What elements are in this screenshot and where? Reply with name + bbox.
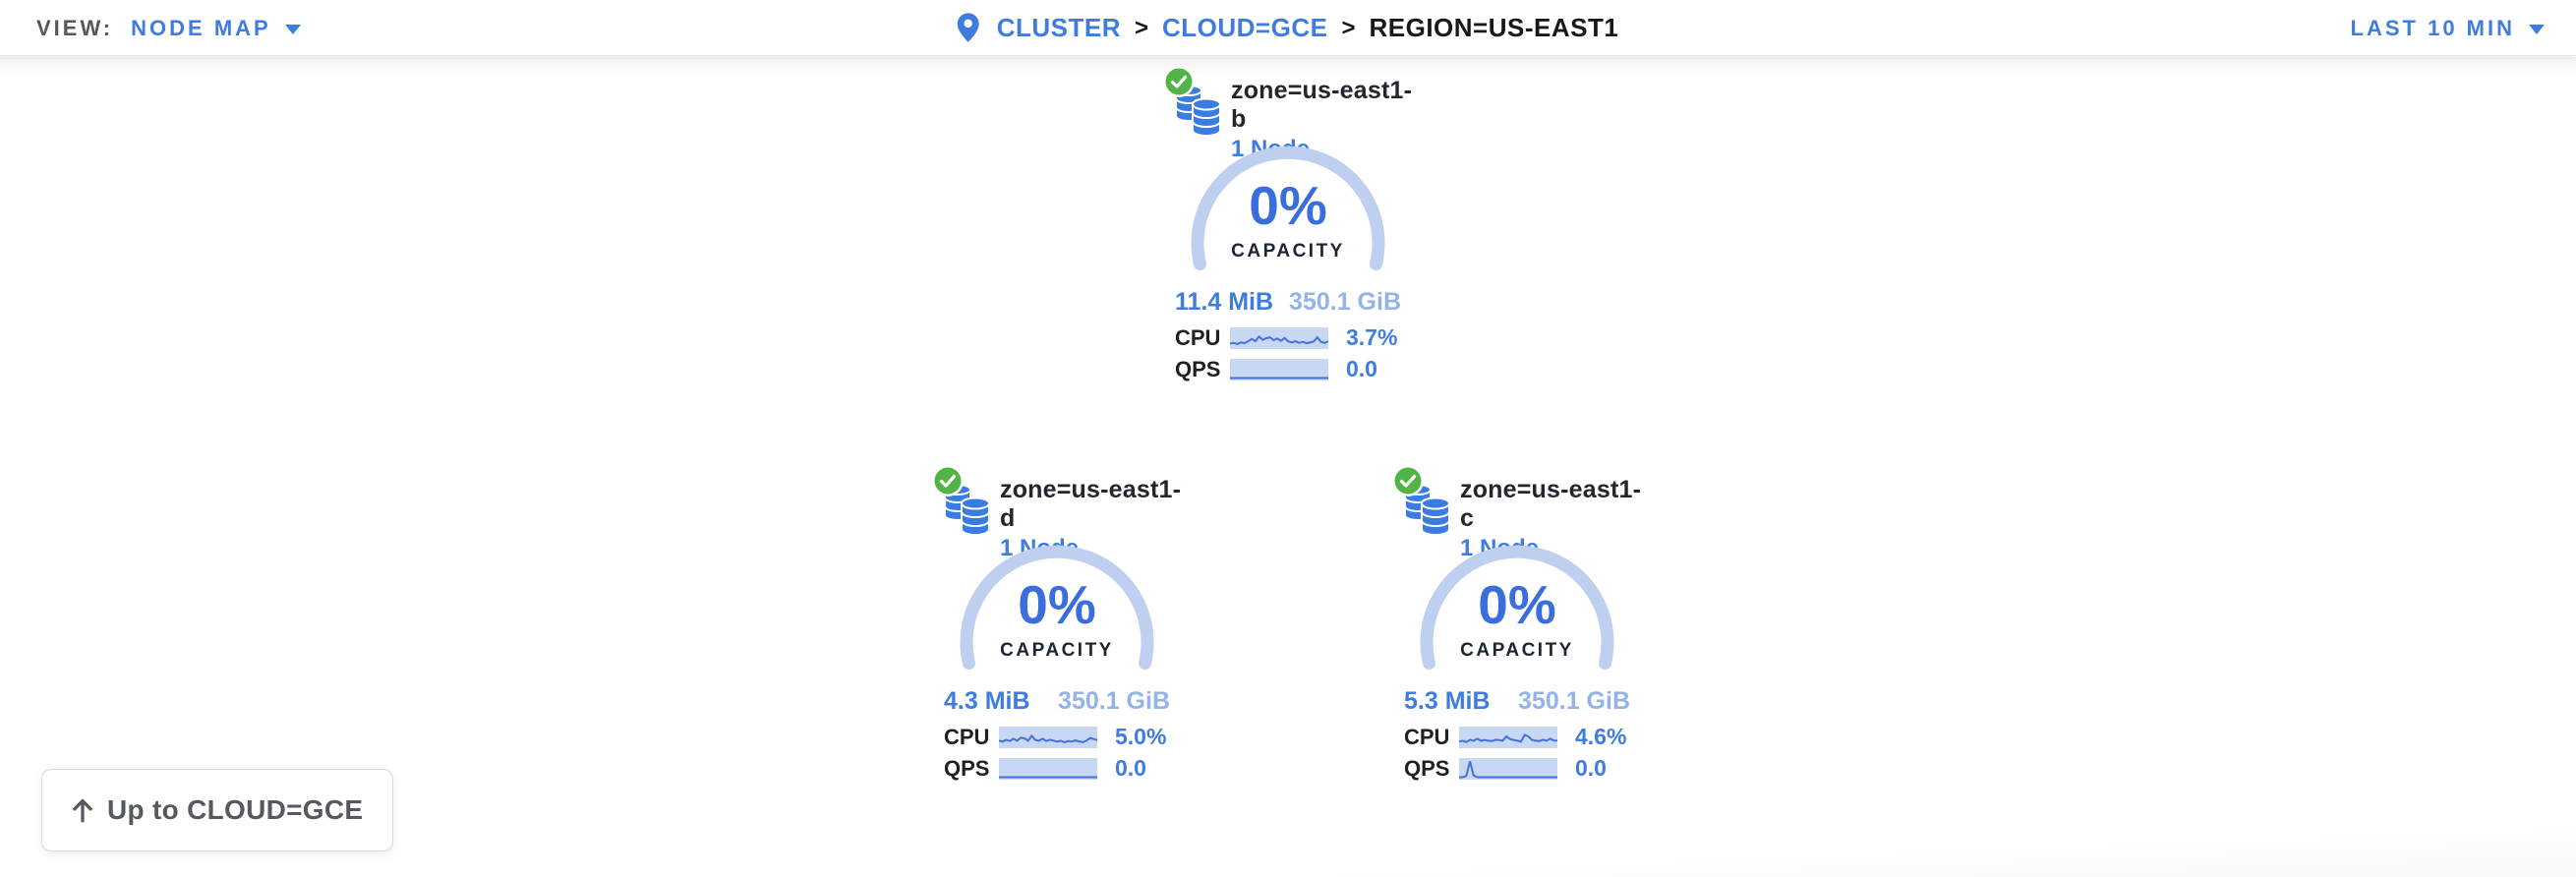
capacity-label: CAPACITY — [1460, 640, 1574, 661]
capacity-gauge: 0% CAPACITY — [1188, 146, 1388, 284]
qps-label: QPS — [1404, 755, 1450, 781]
qps-value: 0.0 — [1115, 755, 1146, 781]
healthy-check-icon — [1163, 66, 1195, 97]
breadcrumb-separator: > — [1341, 14, 1356, 41]
qps-label: QPS — [1175, 356, 1221, 381]
cpu-row: CPU 3.7% — [1175, 324, 1401, 351]
qps-value: 0.0 — [1346, 356, 1377, 381]
zone-card-header: zone=us-east1-d 1 Node — [929, 462, 1185, 561]
qps-sparkline — [1459, 757, 1557, 780]
zone-card-us-east1-b[interactable]: zone=us-east1-b 1 Node 0% CAPACITY 11.4 … — [1160, 63, 1416, 387]
zone-card-header: zone=us-east1-c 1 Node — [1389, 462, 1645, 561]
capacity-label: CAPACITY — [1000, 640, 1114, 661]
healthy-check-icon — [1392, 465, 1424, 497]
breadcrumb: CLUSTER > CLOUD=GCE > REGION=US-EAST1 — [957, 0, 1619, 56]
capacity-total: 350.1 GiB — [1289, 288, 1401, 316]
cpu-row: CPU 5.0% — [944, 724, 1170, 750]
capacity-total: 350.1 GiB — [1058, 687, 1170, 715]
topbar-shadow — [0, 57, 2576, 79]
zone-card-us-east1-d[interactable]: zone=us-east1-d 1 Node 0% CAPACITY 4.3 M… — [929, 462, 1185, 787]
capacity-label: CAPACITY — [1231, 241, 1345, 262]
qps-value: 0.0 — [1575, 755, 1607, 781]
capacity-used: 11.4 MiB — [1175, 288, 1274, 316]
capacity-gauge: 0% CAPACITY — [957, 545, 1157, 683]
qps-label: QPS — [944, 755, 990, 781]
breadcrumb-cluster-link[interactable]: CLUSTER — [996, 13, 1121, 42]
up-to-cloud-button[interactable]: Up to CLOUD=GCE — [41, 769, 394, 851]
cpu-sparkline — [1459, 726, 1557, 748]
cpu-label: CPU — [1175, 324, 1221, 350]
map-pin-icon — [957, 12, 979, 42]
capacity-used: 5.3 MiB — [1404, 687, 1491, 715]
up-to-cloud-label: Up to CLOUD=GCE — [107, 794, 364, 825]
qps-row: QPS 0.0 — [1175, 356, 1401, 382]
zone-card-us-east1-c[interactable]: zone=us-east1-c 1 Node 0% CAPACITY 5.3 M… — [1389, 462, 1645, 787]
capacity-gauge-arc — [1420, 545, 1614, 670]
arrow-up-icon — [73, 798, 92, 823]
chevron-down-icon — [284, 25, 301, 34]
cpu-value: 3.7% — [1346, 324, 1398, 350]
zone-card-header: zone=us-east1-b 1 Node — [1160, 63, 1416, 162]
capacity-gauge-arc — [1191, 146, 1385, 270]
cpu-label: CPU — [944, 724, 990, 749]
cpu-sparkline — [1230, 326, 1328, 349]
cpu-label: CPU — [1404, 724, 1450, 749]
breadcrumb-separator: > — [1134, 14, 1148, 41]
capacity-total: 350.1 GiB — [1518, 687, 1630, 715]
view-label: VIEW: — [36, 15, 114, 40]
breadcrumb-current-region: REGION=US-EAST1 — [1369, 13, 1619, 42]
cpu-row: CPU 4.6% — [1404, 724, 1630, 750]
cpu-sparkline — [999, 726, 1097, 748]
map-background-shade — [708, 808, 2576, 877]
qps-sparkline — [1230, 358, 1328, 380]
cpu-value: 5.0% — [1115, 724, 1167, 749]
capacity-percent: 0% — [1478, 574, 1556, 635]
zone-name: zone=us-east1-c — [1460, 476, 1642, 532]
time-range-dropdown[interactable]: LAST 10 MIN — [2351, 16, 2545, 41]
time-range-value: LAST 10 MIN — [2350, 15, 2515, 40]
qps-sparkline — [999, 757, 1097, 780]
capacity-gauge-arc — [960, 545, 1154, 670]
top-bar: VIEW: NODE MAP CLUSTER > CLOUD=GCE > REG… — [0, 0, 2576, 56]
zone-name: zone=us-east1-b — [1231, 77, 1413, 133]
zone-name: zone=us-east1-d — [1000, 476, 1182, 532]
capacity-percent: 0% — [1018, 574, 1096, 635]
breadcrumb-cloud-link[interactable]: CLOUD=GCE — [1161, 13, 1328, 42]
view-dropdown-value: NODE MAP — [131, 15, 271, 40]
healthy-check-icon — [932, 465, 964, 497]
capacity-used: 4.3 MiB — [944, 687, 1030, 715]
qps-row: QPS 0.0 — [1404, 755, 1630, 782]
cpu-value: 4.6% — [1575, 724, 1627, 749]
capacity-gauge: 0% CAPACITY — [1417, 545, 1617, 683]
chevron-down-icon — [2529, 25, 2545, 34]
capacity-percent: 0% — [1249, 175, 1327, 236]
qps-row: QPS 0.0 — [944, 755, 1170, 782]
view-dropdown[interactable]: NODE MAP — [131, 16, 301, 41]
